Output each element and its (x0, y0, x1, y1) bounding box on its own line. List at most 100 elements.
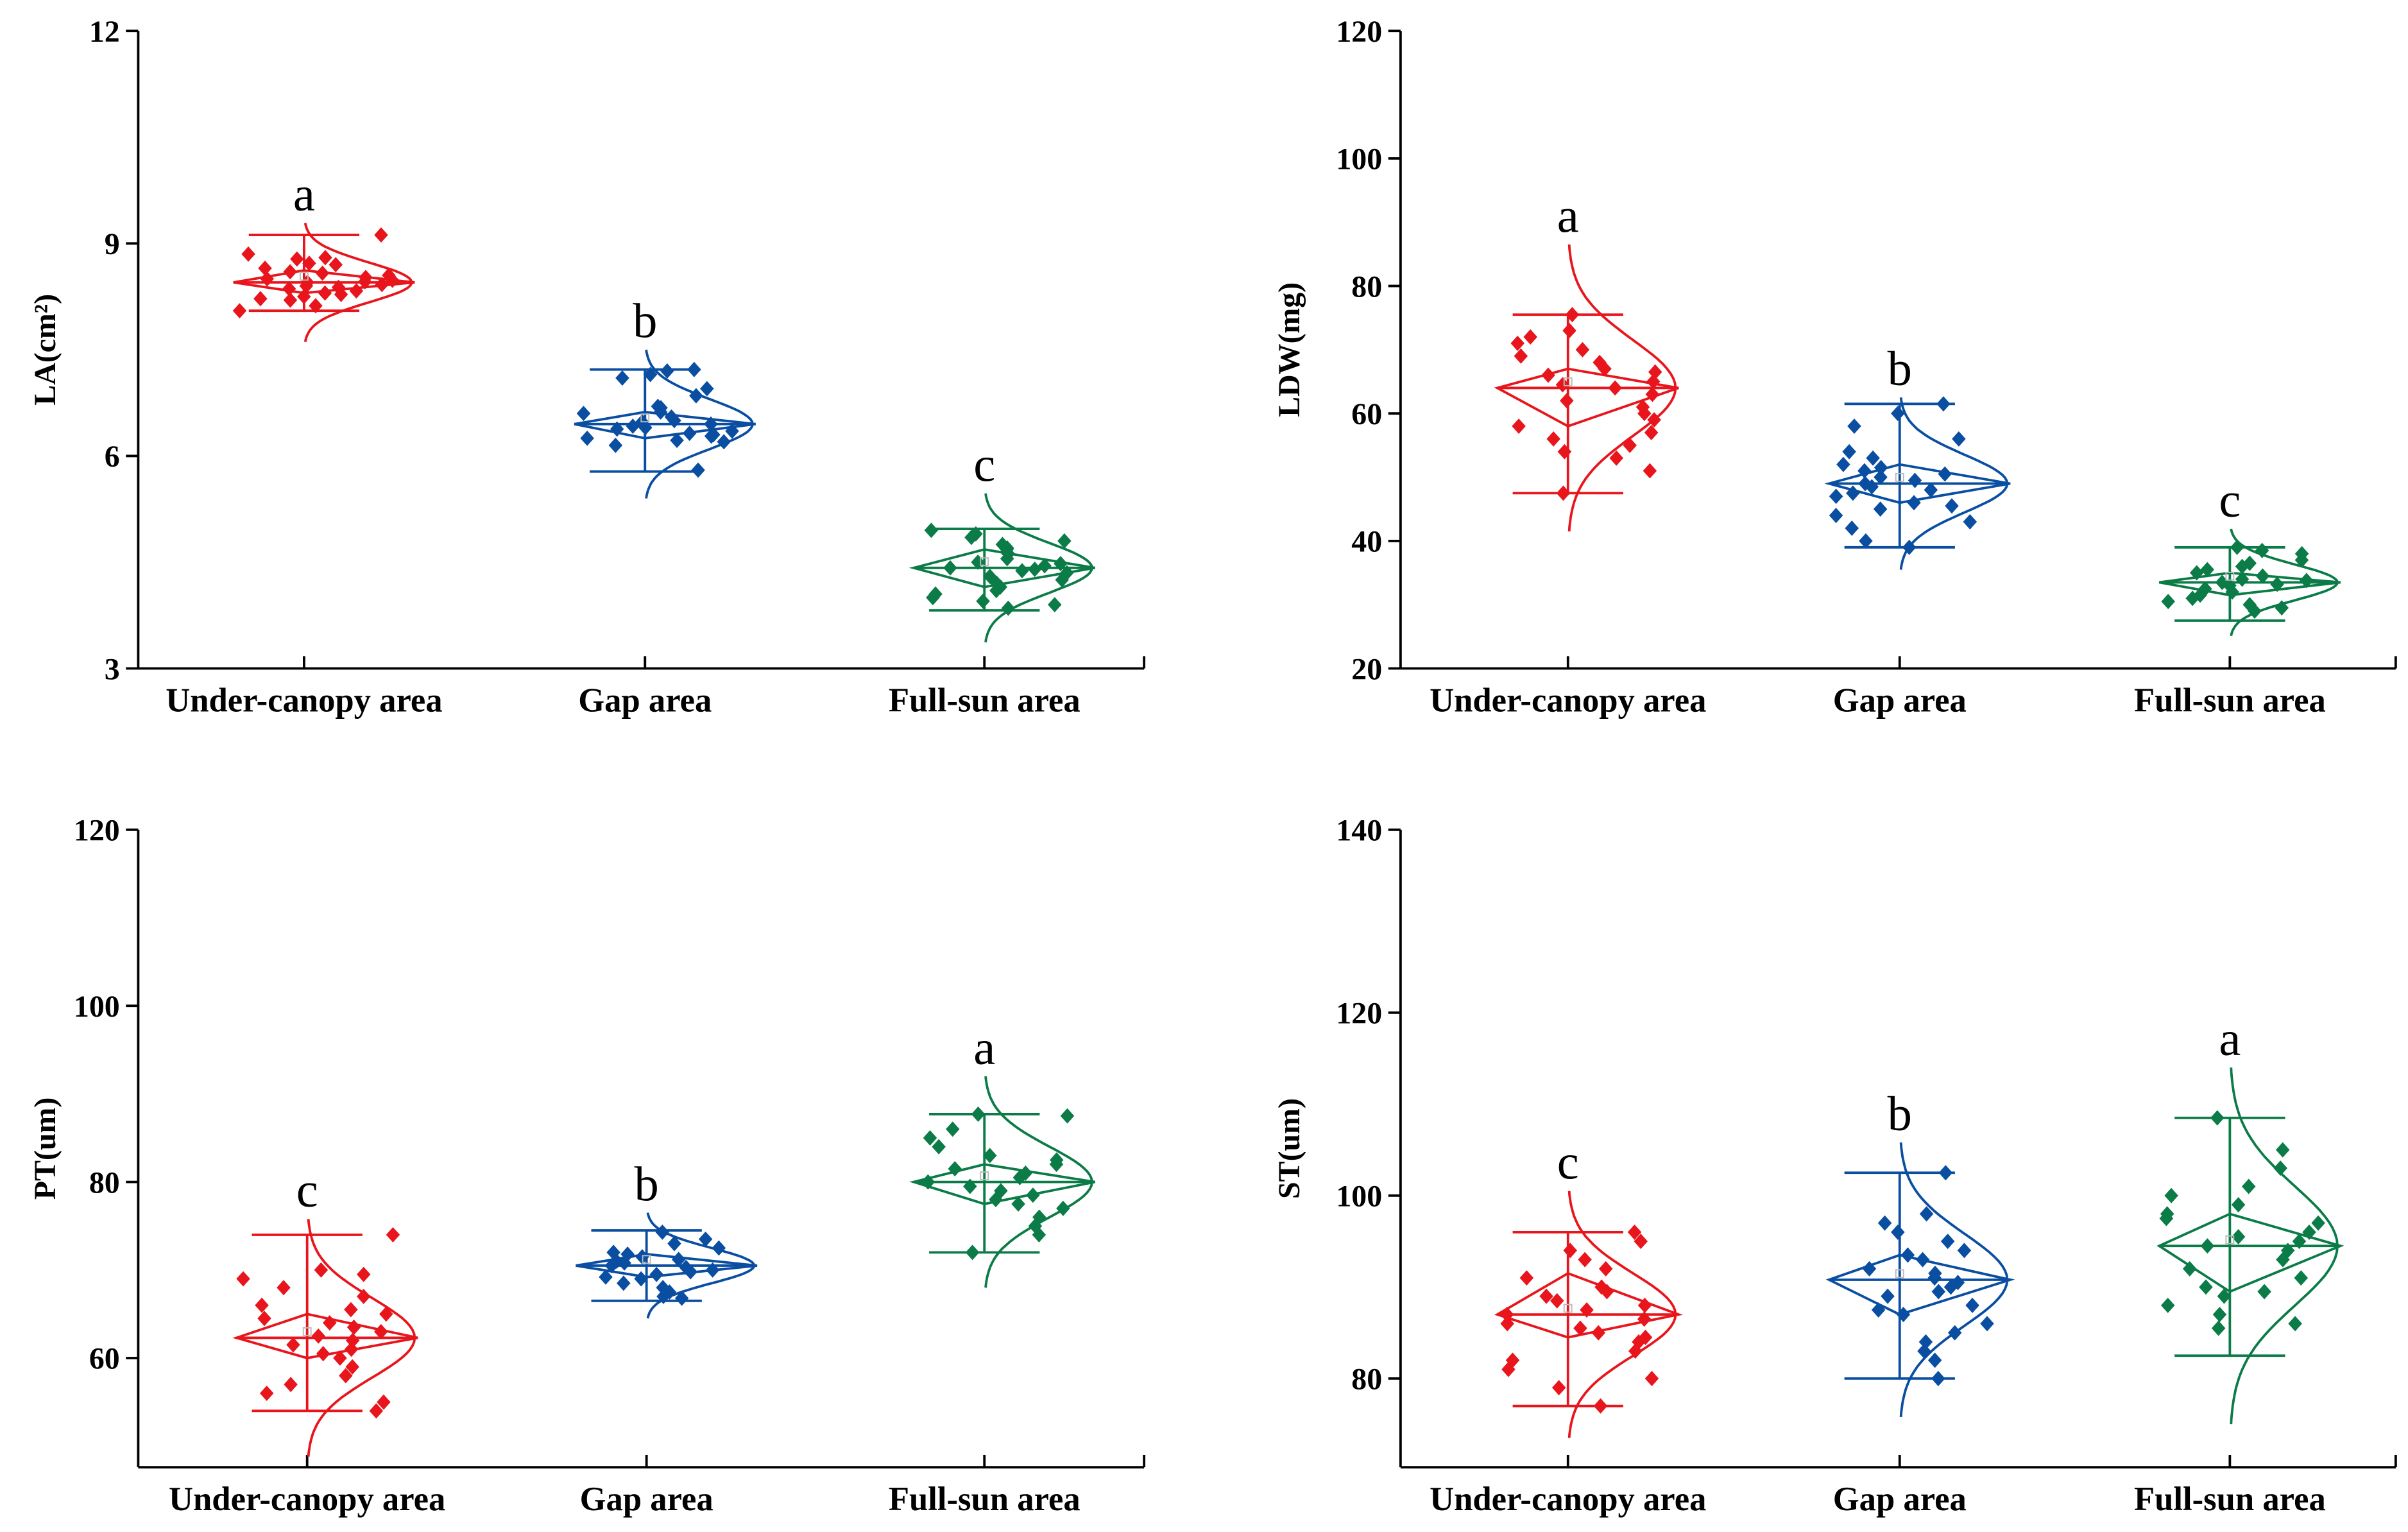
data-point (963, 1178, 977, 1194)
data-point (945, 1121, 960, 1137)
data-point (1510, 335, 1524, 351)
data-point (921, 1174, 935, 1190)
data-point (260, 271, 275, 287)
data-point (2288, 1316, 2302, 1332)
significance-letter: c (973, 438, 995, 492)
data-point (1598, 1261, 1613, 1277)
chart-panel-4: 80 100 120 140 ST(um) Under-canopy area Gap ar… (1272, 814, 2397, 1518)
data-point (316, 1346, 330, 1362)
group-under-canopy-area: a (232, 167, 415, 342)
data-point (626, 418, 640, 435)
data-point (1845, 521, 1859, 536)
data-point (232, 303, 247, 319)
data-point (1600, 1284, 1614, 1300)
data-point (1519, 1270, 1534, 1286)
data-point (1900, 1247, 1915, 1263)
data-point (656, 1289, 670, 1304)
data-point (923, 1130, 937, 1146)
data-point (315, 265, 330, 281)
data-point (924, 522, 939, 538)
data-point (333, 1350, 347, 1366)
data-point (1936, 396, 1951, 412)
data-point (2273, 1160, 2287, 1176)
distribution-curve (984, 1076, 1093, 1288)
group-under-canopy-area: c (232, 1163, 418, 1457)
data-point (1512, 418, 1526, 435)
data-point (1057, 533, 1072, 549)
significance-letter: c (2219, 473, 2241, 528)
data-point (1865, 479, 1879, 495)
data-point (2211, 1320, 2226, 1336)
data-point (1000, 551, 1014, 567)
data-point (1857, 463, 1872, 479)
data-point (1907, 495, 1921, 511)
data-point (1847, 418, 1861, 435)
distribution-curve (1899, 397, 2009, 570)
data-point (1575, 341, 1590, 357)
group-under-canopy-area: c (1494, 1135, 1683, 1438)
data-point (691, 462, 705, 478)
data-point (700, 381, 714, 397)
y-tick-label: 60 (89, 1342, 120, 1376)
group-gap-area: b (1824, 341, 2011, 570)
data-point (1873, 501, 1888, 517)
significance-letter: b (1888, 1087, 1912, 1141)
data-point (698, 1231, 713, 1247)
data-point (344, 1302, 358, 1318)
data-point (318, 285, 332, 301)
data-point (1927, 1270, 1942, 1286)
data-point (2160, 1297, 2175, 1313)
data-point (599, 1269, 613, 1285)
data-point (318, 250, 332, 266)
data-point (1874, 460, 1888, 476)
data-point (1945, 498, 1959, 514)
data-point (610, 421, 624, 437)
data-point (1539, 1288, 1553, 1304)
data-point (309, 298, 323, 314)
data-point (976, 593, 990, 609)
data-point (1546, 431, 1560, 447)
y-axis-label: PT(um) (28, 1097, 62, 1200)
x-tick-label: Gap area (1833, 1481, 1967, 1518)
data-point (971, 1106, 986, 1122)
significance-letter: b (633, 294, 657, 349)
data-point (1562, 323, 1576, 339)
data-point (1001, 600, 1016, 616)
data-point (385, 272, 400, 288)
data-point (1891, 406, 1905, 422)
data-point (1896, 1307, 1911, 1323)
distribution-curve (303, 223, 413, 342)
data-point (2275, 600, 2289, 616)
data-point (386, 1226, 400, 1243)
data-point (2275, 1142, 2290, 1158)
data-point (1027, 562, 1042, 577)
data-point (299, 278, 314, 294)
data-point (1931, 1284, 1946, 1300)
data-point (255, 1297, 269, 1313)
y-axis-label: LDW(mg) (1272, 282, 1306, 417)
x-tick-label: Full-sun area (889, 682, 1080, 719)
data-point (689, 388, 703, 404)
data-point (356, 1266, 371, 1282)
data-point (1541, 367, 1555, 383)
data-point (1919, 1206, 1934, 1222)
data-point (1881, 1288, 1895, 1304)
data-point (1938, 1165, 1953, 1181)
x-tick-label: Gap area (578, 682, 712, 719)
data-point (1060, 1108, 1075, 1124)
data-point (349, 283, 364, 299)
data-point (948, 1161, 962, 1177)
data-point (667, 1235, 681, 1252)
y-tick-label: 40 (1351, 525, 1382, 559)
data-point (705, 1262, 720, 1278)
distribution-curve (2230, 1067, 2339, 1425)
chart-panel-2: 20 40 60 80 100 120 LDW(mg) Under-canopy area Ga… (1272, 15, 2397, 719)
chart-panel-1: 3 6 9 12 LA(cm²) Under-canopy area Gap area Ful… (28, 15, 1146, 719)
distribution-curve (1567, 244, 1677, 532)
y-tick-label: 80 (1351, 270, 1382, 304)
y-tick-label: 80 (1351, 1363, 1382, 1397)
y-tick-label: 3 (105, 652, 120, 686)
data-point (638, 420, 653, 436)
data-point (2200, 1238, 2215, 1254)
data-point (1637, 1311, 1652, 1327)
